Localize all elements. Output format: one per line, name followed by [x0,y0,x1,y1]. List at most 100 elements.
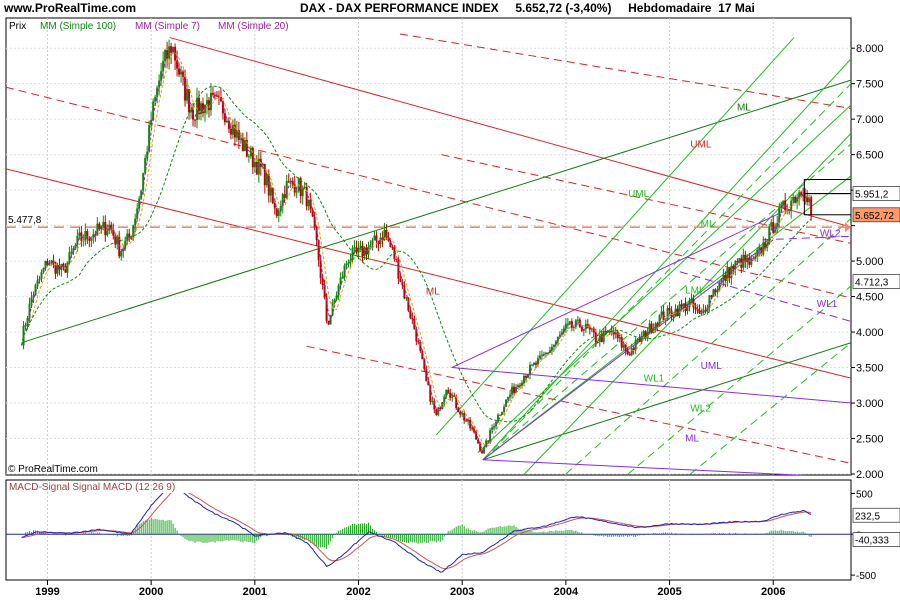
candle-body [327,320,330,325]
candle-body [642,331,645,336]
candle-body [702,309,705,313]
candle-body [194,119,197,121]
candle-body [295,191,298,193]
macd-right-label-box [852,532,900,547]
x-tick-label: 2002 [346,586,370,598]
candle-body [122,248,125,252]
candle-body [186,89,189,101]
y-tick-label: 5.000 [856,256,884,268]
candle-body [76,235,79,246]
candle-body [650,323,653,333]
macd-histogram [23,517,812,549]
x-tick-label: 2000 [139,586,163,598]
candle-body [489,429,492,442]
candle-body [249,147,252,157]
pitchfork-label: WL1 [817,299,838,310]
legend-price: Prix [9,21,26,32]
x-tick-label: 1999 [35,586,59,598]
candle-body [457,408,460,412]
candle-body [170,46,173,53]
pitchfork-line [306,345,851,464]
candle-body [50,260,53,265]
candle-body [275,208,278,216]
candle-body [758,247,761,251]
candle-body [287,181,290,183]
candle-body [70,251,73,253]
candle-body [106,230,109,236]
pitchfork-line [627,285,851,475]
ma7-line [21,47,812,452]
candle-body [108,224,111,231]
candle-body [200,103,202,115]
candle-body [718,282,721,291]
macd-right-label: 232,5 [855,511,880,522]
candle-body [156,87,159,98]
candle-body [421,350,424,360]
candle-body [660,311,663,316]
y-tick-label: 7.000 [856,114,884,126]
pitchfork-line [482,342,851,461]
candle-body [538,355,541,359]
candle-body [425,368,428,382]
candle-body [363,247,366,257]
instrument-name: DAX - DAX PERFORMANCE INDEX [300,1,499,15]
candle-body [562,328,565,333]
candle-body [634,339,637,351]
candle-body [395,258,398,260]
candle-body [86,231,89,239]
candle-body [112,229,115,236]
candle-body [806,197,809,203]
period-label: Hebdomadaire [628,1,712,15]
candle-body [576,319,579,321]
candle-body [373,235,376,241]
candle-body [517,385,520,387]
pitchfork-line [435,37,795,436]
candle-body [62,263,65,267]
candle-body [174,46,177,61]
candle-body [594,332,597,342]
candle-body [24,325,27,327]
legend-ma20: MM (Simple 20) [218,21,289,32]
pitchfork-line [689,342,851,475]
candle-body [584,323,587,330]
candle-body [160,71,163,81]
candle-body [325,297,328,321]
candle-body [684,303,687,311]
candle-body [509,394,512,397]
candle-body [523,376,526,383]
macd-title: MACD-Signal Signal MACD (12 26 9) [9,482,175,493]
candle-body [72,248,75,252]
pitchfork-labels: UML ML ML UML ML LML WL1 WL2 UML ML WL1 WL2 [426,103,841,445]
candle-body [714,289,717,293]
y-tick-label: 2.000 [856,469,884,481]
candle-body [243,139,246,151]
pitchfork-line [169,37,851,228]
candle-body [180,71,183,75]
candle-body [148,125,151,152]
candle-body [38,278,41,281]
candle-body [686,307,689,311]
candle-body [423,359,426,369]
candle-body [309,199,312,210]
candle-body [688,301,691,308]
candle-body [513,386,516,394]
candle-body [680,304,683,307]
candle-body [750,258,753,265]
ma100-line [21,85,812,423]
candle-body [54,262,57,274]
candle-body [307,199,310,207]
y-tick-label: 6.500 [856,150,884,162]
candle-body [337,285,340,296]
candle-body [403,285,406,299]
candle-body [666,308,669,319]
candle-body [720,280,723,283]
candle-body [802,195,805,197]
candle-body [722,274,725,281]
candle-body [505,399,508,407]
candle-body [190,109,193,113]
candle-body [399,278,402,282]
candle-body [146,151,149,158]
candle-body [507,396,510,400]
candle-body [736,261,739,263]
